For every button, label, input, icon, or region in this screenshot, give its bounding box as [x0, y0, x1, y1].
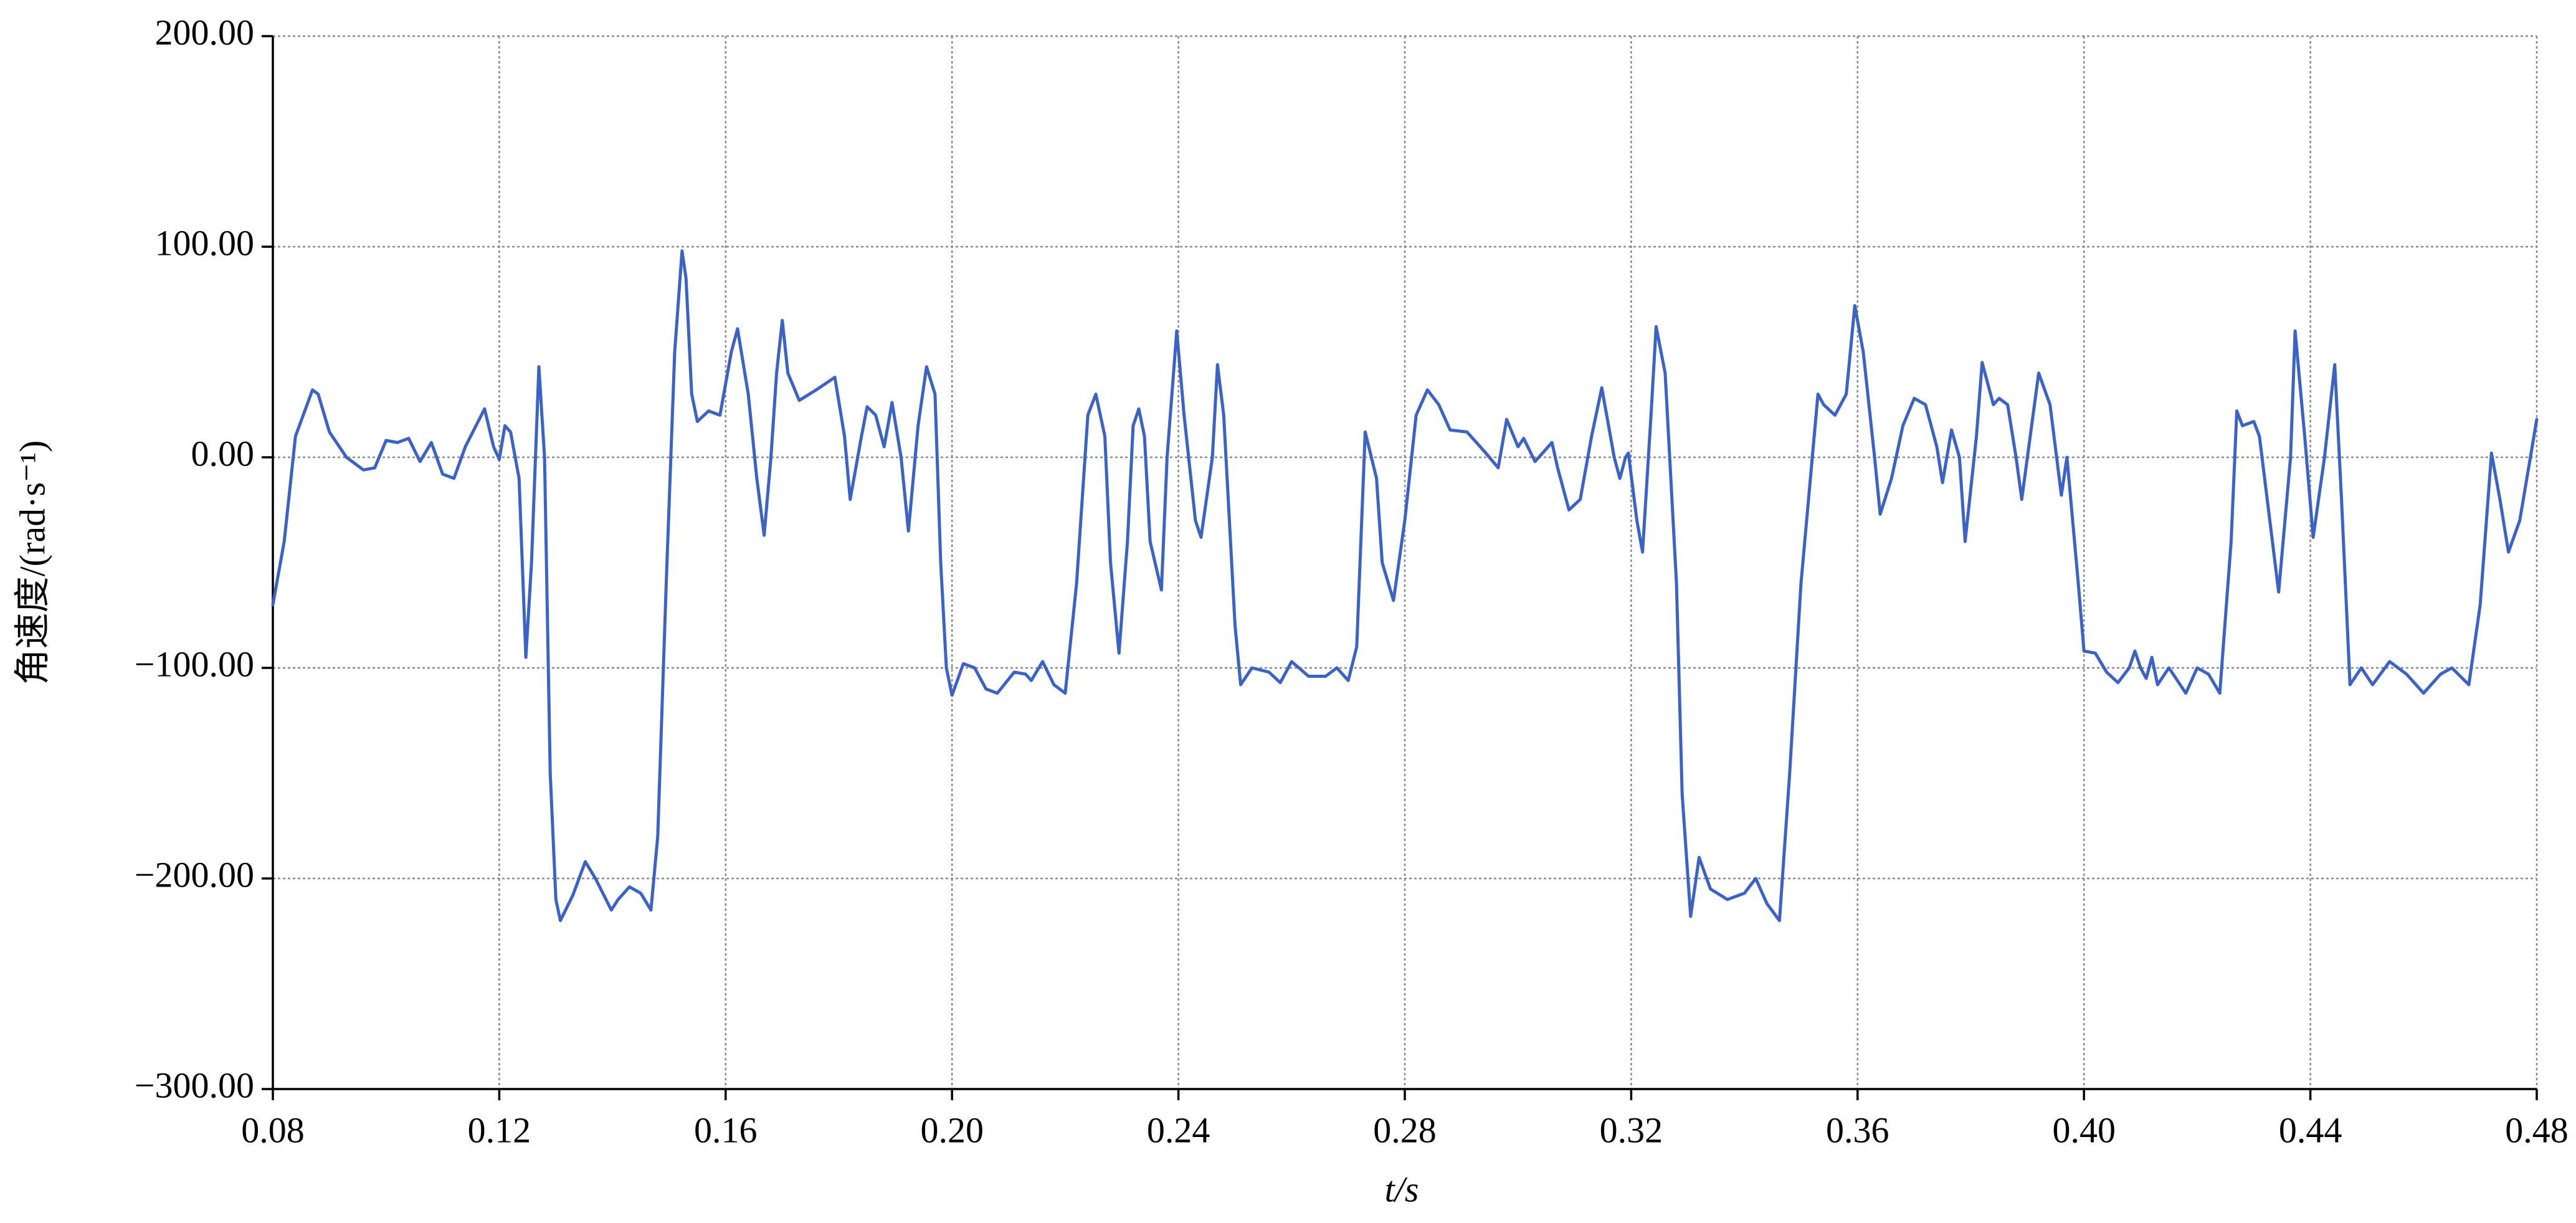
x-axis-label: t/s [1385, 1169, 1419, 1209]
y-tick-label: −100.00 [135, 644, 254, 684]
x-tick-label: 0.32 [1600, 1110, 1663, 1150]
y-axis-label: 角速度/(rad·s⁻¹) [12, 440, 52, 685]
y-tick-label: 0.00 [191, 433, 255, 473]
x-tick-label: 0.24 [1147, 1110, 1210, 1150]
x-tick-label: 0.08 [241, 1110, 305, 1150]
y-tick-label: 200.00 [155, 12, 255, 52]
y-tick-label: 100.00 [155, 222, 255, 263]
x-tick-label: 0.12 [468, 1110, 531, 1150]
x-tick-label: 0.36 [1826, 1110, 1889, 1150]
data-line [271, 249, 2539, 923]
x-tick-label: 0.28 [1373, 1110, 1437, 1150]
x-tick-label: 0.16 [694, 1110, 758, 1150]
y-tick-label: −200.00 [135, 854, 254, 895]
x-tick-label: 0.40 [2052, 1110, 2116, 1150]
x-tick-label: 0.48 [2505, 1110, 2569, 1150]
x-tick-label: 0.20 [920, 1110, 984, 1150]
y-tick-label: −300.00 [135, 1065, 254, 1105]
x-tick-label: 0.44 [2279, 1110, 2342, 1150]
